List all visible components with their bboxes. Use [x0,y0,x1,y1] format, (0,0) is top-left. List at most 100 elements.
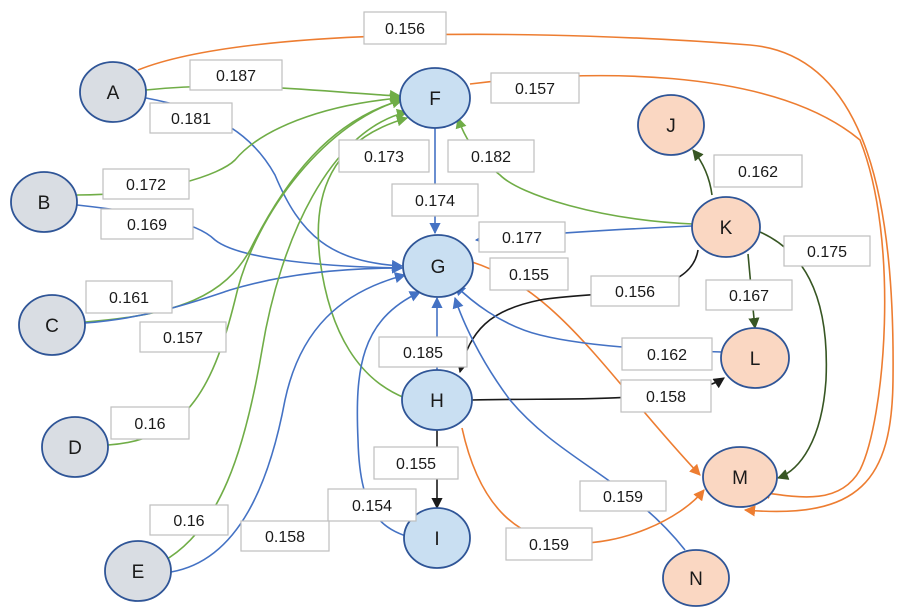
node-b[interactable]: B [10,171,78,233]
node-k[interactable]: K [691,196,761,258]
node-l[interactable]: L [720,327,790,389]
edge-weight-text: 0.162 [647,347,687,364]
edge-weight-box [373,446,459,480]
node-label: G [431,257,446,278]
edge-weight-box [713,154,803,188]
node-label: H [430,391,444,412]
node-circle [10,171,78,233]
edge-weight-text: 0.157 [163,330,203,347]
edge-weight-text: 0.158 [646,389,686,406]
node-g[interactable]: G [402,234,474,298]
node-d[interactable]: D [41,416,109,478]
node-label: C [45,316,59,337]
edge-weight-label: 0.157 [490,72,580,104]
node-label: E [132,562,145,583]
node-circle [104,540,172,602]
edge-weight-box [338,139,430,173]
edge-weight-text: 0.16 [173,513,204,530]
node-circle [401,369,473,431]
node-label: I [434,529,439,550]
edge-weight-label: 0.173 [338,139,430,173]
node-label: D [68,438,82,459]
edge-weight-text: 0.187 [216,68,256,85]
edge-weight-text: 0.167 [729,288,769,305]
edge-weight-box [579,480,667,512]
edge-weight-label: 0.161 [85,280,173,314]
edge-weight-box [490,72,580,104]
edge-weight-box [189,59,283,91]
edge-weight-text: 0.181 [171,111,211,128]
edge-weight-text: 0.169 [127,217,167,234]
node-circle [18,294,86,356]
node-c[interactable]: C [18,294,86,356]
edge-weight-label: 0.16 [149,504,229,536]
edge-weight-label: 0.182 [447,139,535,173]
node-f[interactable]: F [399,67,471,129]
edge-weight-text: 0.158 [265,529,305,546]
edge-weight-text: 0.154 [352,498,392,515]
edge-weight-box [85,280,173,314]
node-i[interactable]: I [403,507,471,569]
edge-weight-text: 0.157 [515,81,555,98]
edge-weight-label: 0.169 [100,208,194,240]
edge-weight-label: 0.172 [102,168,190,200]
edge-weight-box [327,488,417,522]
edge-weight-text: 0.162 [738,164,778,181]
edge-weight-label: 0.167 [705,279,793,311]
edge-weight-text: 0.156 [615,284,655,301]
edge-weight-label: 0.162 [713,154,803,188]
node-j[interactable]: J [637,94,705,156]
edge-weight-box [391,183,479,217]
node-label: B [38,193,51,214]
node-e[interactable]: E [104,540,172,602]
edge-weight-text: 0.175 [807,244,847,261]
edge-weight-box [447,139,535,173]
node-circle [399,67,471,129]
node-circle [662,549,730,607]
node-circle [702,446,778,508]
edge-c-to-g [84,262,404,324]
edge-weight-label: 0.185 [378,336,468,368]
node-circle [41,416,109,478]
edge-n-to-g [452,296,686,551]
edge-weight-label: 0.181 [149,102,233,134]
edge-weight-box [149,102,233,134]
edge-weight-text: 0.173 [364,149,404,166]
edge-weight-label: 0.187 [189,59,283,91]
edge-weight-text: 0.156 [385,21,425,38]
edge-weight-label: 0.157 [139,321,227,353]
node-label: M [732,468,748,489]
edge-weight-text: 0.155 [396,456,436,473]
edge-weight-label: 0.155 [489,257,569,291]
edge-weight-box [363,11,447,45]
edge-weight-label: 0.155 [373,446,459,480]
edge-weight-label: 0.158 [240,520,330,552]
edge-weight-label: 0.156 [363,11,447,45]
edge-weight-box [478,221,566,253]
node-circle [720,327,790,389]
edge-weight-box [505,527,593,561]
edge-weight-text: 0.159 [603,489,643,506]
edge-weight-box [620,379,712,413]
edge-weight-text: 0.172 [126,177,166,194]
edge-weight-label: 0.174 [391,183,479,217]
edge-weight-label: 0.177 [478,221,566,253]
edge-weight-box [102,168,190,200]
node-circle [637,94,705,156]
edge-weight-box [240,520,330,552]
node-h[interactable]: H [401,369,473,431]
node-a[interactable]: A [79,61,147,123]
node-n[interactable]: N [662,549,730,607]
edge-weight-text: 0.16 [134,416,165,433]
node-circle [691,196,761,258]
edge-weight-text: 0.185 [403,345,443,362]
edge-f-to-m [469,74,886,500]
edge-weight-text: 0.161 [109,290,149,307]
edge-weight-text: 0.177 [502,230,542,247]
node-m[interactable]: M [702,446,778,508]
edge-weight-label: 0.156 [590,275,680,307]
edge-weight-box [621,337,713,371]
edge-weight-box [100,208,194,240]
edge-weight-box [378,336,468,368]
